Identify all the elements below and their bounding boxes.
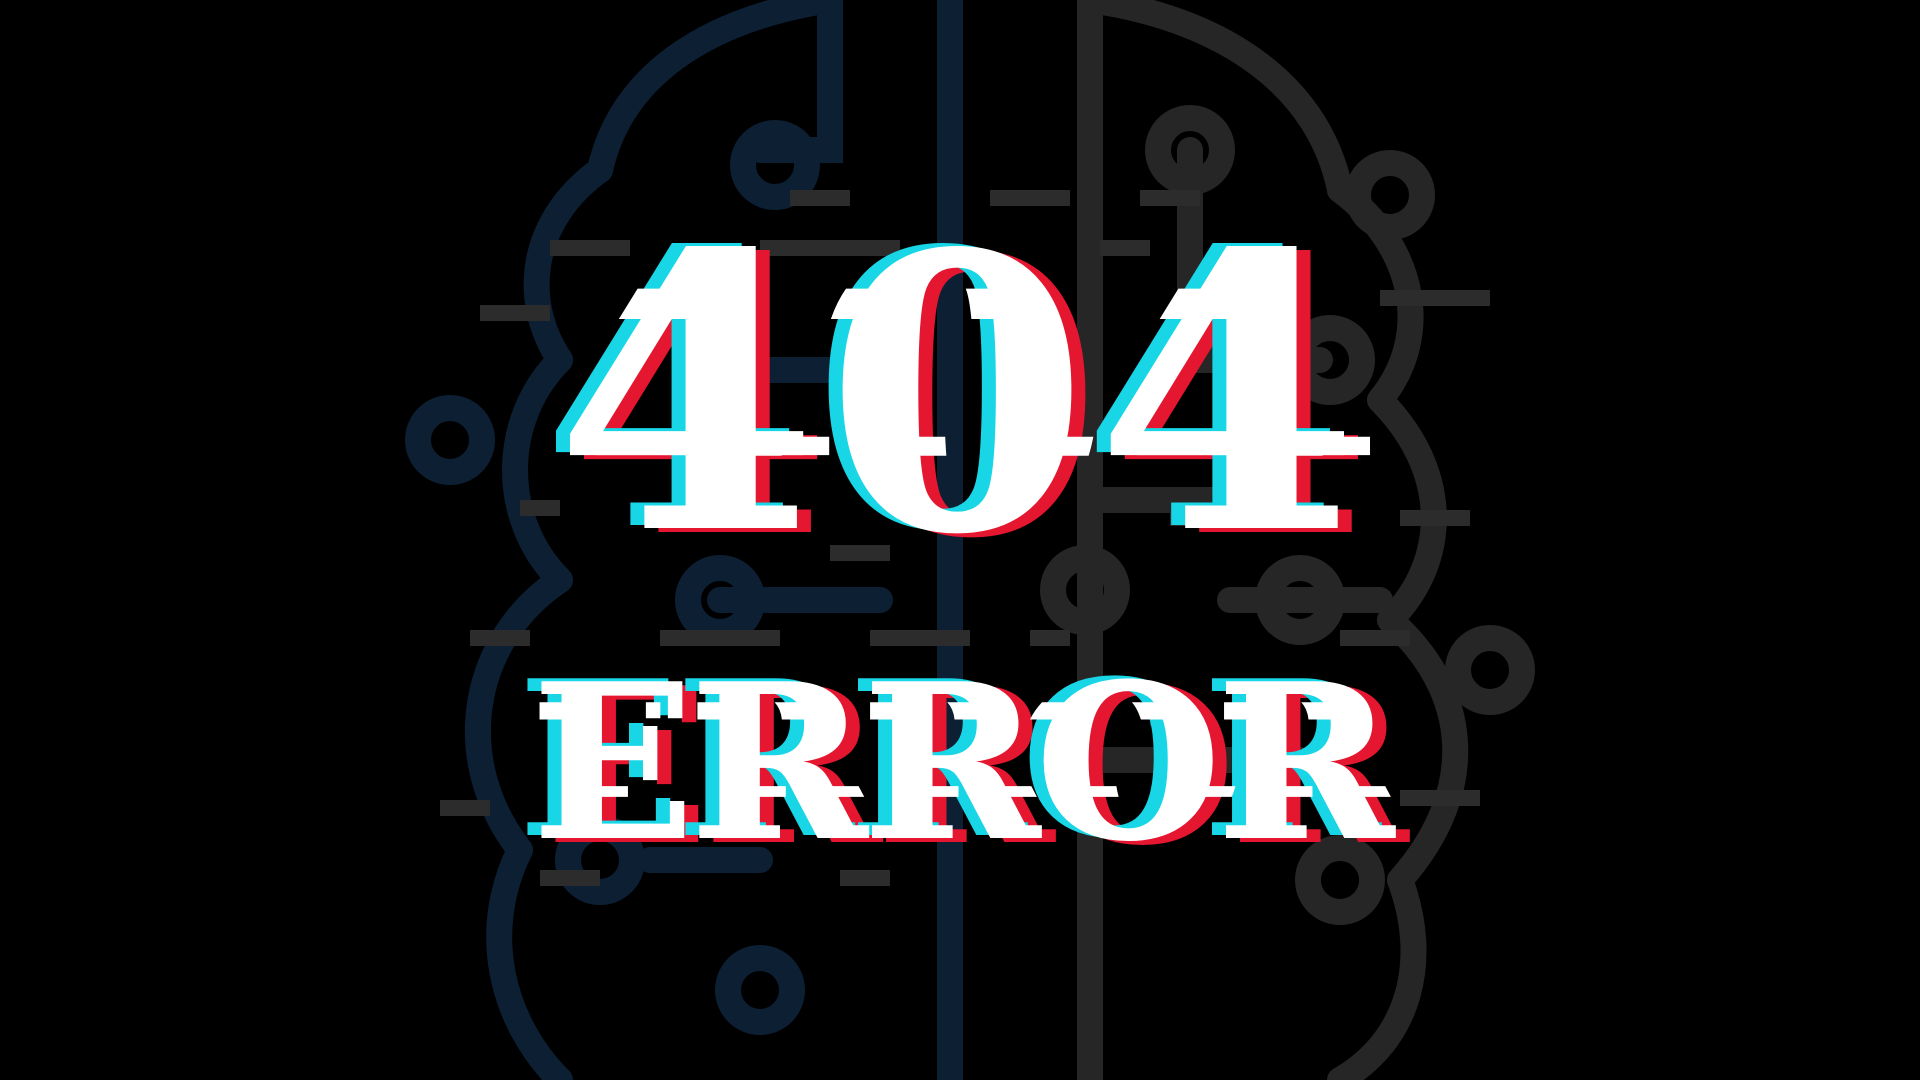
error-word-cyan-layer: ERROR — [517, 633, 1380, 886]
error-code-glitch-slice: 404 — [580, 171, 1392, 618]
error-word-red-layer: ERROR — [545, 640, 1408, 893]
error-code-text: 404 — [554, 171, 1366, 618]
error-word-glitch-slice: ERROR — [509, 636, 1372, 889]
error-word-glitch-slice: ERROR — [557, 636, 1420, 889]
error-code-cyan-layer: 404 — [540, 168, 1352, 615]
glitch-scanlines — [440, 190, 1490, 886]
error-code-red-layer: 404 — [568, 175, 1380, 622]
error-word-text: ERROR — [531, 636, 1394, 889]
error-code-glitch-slice: 404 — [532, 171, 1344, 618]
error-code-heading: 404 404 404 404 404 — [0, 168, 1920, 622]
error-word-heading: ERROR ERROR ERROR ERROR ERROR — [0, 633, 1920, 893]
